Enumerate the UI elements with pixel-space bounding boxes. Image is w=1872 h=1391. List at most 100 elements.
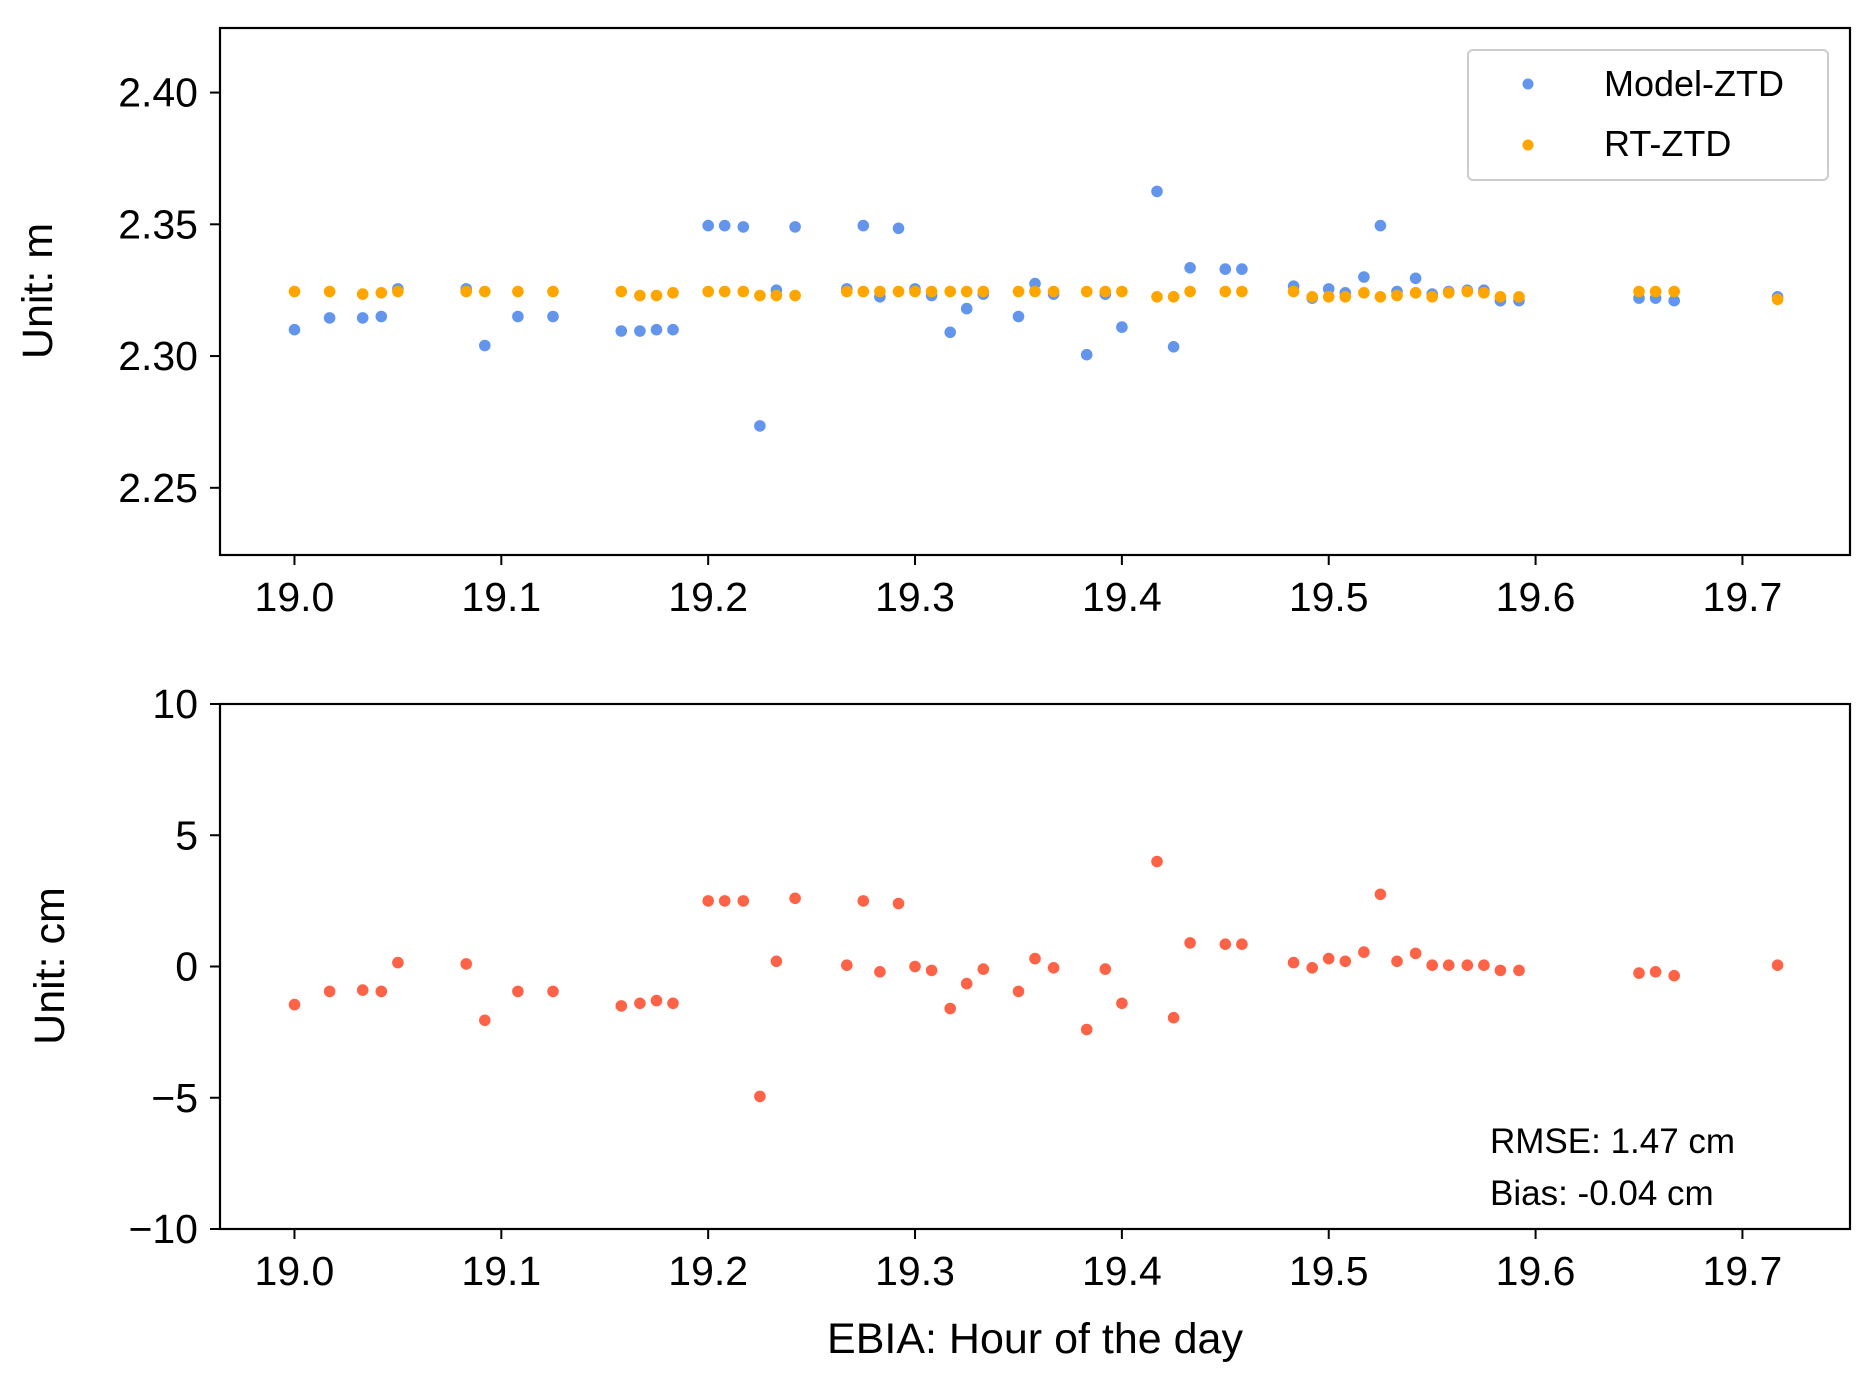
difference-point — [650, 994, 663, 1007]
rt-ztd-point — [925, 285, 938, 298]
rt-ztd-point — [1287, 285, 1300, 298]
rt-ztd-point — [1167, 291, 1180, 303]
model-ztd-point — [1409, 272, 1422, 285]
rmse-annotation: RMSE: 1.47 cm — [1490, 1122, 1735, 1161]
x-tick-label: 19.4 — [1082, 1248, 1162, 1294]
difference-point — [356, 984, 369, 996]
rt-ztd-point — [874, 285, 886, 298]
model-ztd-point — [375, 310, 388, 323]
rt-ztd-point — [1236, 285, 1248, 298]
x-tick-label: 19.5 — [1289, 1248, 1369, 1294]
legend: Model-ZTD RT-ZTD — [1467, 49, 1829, 181]
x-tick-label: 19.5 — [1289, 574, 1369, 620]
rt-ztd-point — [1374, 291, 1387, 303]
rt-ztd-point — [547, 285, 559, 298]
bottom-x-ticks: 19.0 19.1 19.2 19.3 19.4 19.5 19.6 19.7 — [255, 1229, 1782, 1294]
legend-label-model-ztd: Model-ZTD — [1604, 63, 1784, 104]
rt-ztd-point — [1478, 287, 1490, 299]
rt-ztd-point — [841, 285, 853, 298]
difference-point — [1339, 955, 1352, 968]
x-tick-label: 19.7 — [1703, 574, 1783, 620]
model-ztd-point — [1236, 263, 1248, 275]
model-ztd-point — [1358, 271, 1370, 283]
model-ztd-point — [650, 323, 663, 336]
rt-ztd-point — [737, 285, 750, 298]
model-ztd-point — [1668, 294, 1680, 307]
difference-point — [770, 955, 783, 968]
rt-ztd-point — [1633, 285, 1645, 298]
model-ztd-point — [702, 219, 714, 232]
legend-marker-rt-ztd — [1522, 139, 1534, 151]
model-ztd-point — [1116, 321, 1128, 333]
rt-ztd-point — [1426, 291, 1438, 303]
x-tick-label: 19.3 — [875, 574, 955, 620]
x-tick-label: 19.1 — [461, 1248, 541, 1294]
difference-point — [1374, 888, 1387, 901]
rt-ztd-point — [375, 287, 388, 299]
difference-point — [1494, 964, 1507, 977]
rt-ztd-point — [770, 289, 783, 302]
bottom-plot-frame — [218, 702, 1852, 1231]
rt-ztd-point — [1391, 289, 1403, 302]
x-axis-label: EBIA: Hour of the day — [827, 1315, 1243, 1363]
y-tick-label: 2.25 — [118, 465, 198, 511]
difference-point — [615, 1000, 628, 1012]
model-ztd-point — [547, 310, 559, 323]
rt-ztd-point — [1012, 285, 1025, 298]
difference-point — [1012, 985, 1025, 998]
model-ztd-point — [667, 323, 679, 336]
rt-ztd-point — [1494, 291, 1507, 303]
rt-ztd-point — [789, 289, 801, 302]
difference-point — [1391, 955, 1403, 968]
difference-point — [1184, 937, 1196, 949]
difference-point — [1236, 938, 1248, 950]
difference-point — [1409, 947, 1422, 960]
difference-point — [634, 997, 646, 1010]
model-ztd-point — [1012, 310, 1025, 323]
difference-point — [1047, 962, 1060, 974]
rt-ztd-point — [1339, 291, 1352, 303]
x-tick-label: 19.2 — [668, 574, 748, 620]
model-ztd-point — [892, 222, 905, 235]
rt-ztd-point — [857, 285, 870, 298]
legend-marker-model-ztd — [1522, 78, 1534, 90]
difference-point — [1633, 967, 1645, 979]
difference-point — [1167, 1011, 1180, 1024]
rt-ztd-point — [1358, 287, 1370, 299]
model-ztd-point — [789, 221, 801, 233]
rt-ztd-point — [960, 285, 973, 298]
rt-ztd-point — [1461, 285, 1474, 298]
difference-point — [375, 985, 388, 998]
model-ztd-point — [718, 219, 731, 232]
difference-point — [718, 895, 731, 907]
rt-ztd-point — [909, 285, 921, 298]
difference-point — [1151, 855, 1163, 868]
model-ztd-point — [1374, 219, 1387, 232]
x-tick-label: 19.3 — [875, 1248, 955, 1294]
difference-point — [547, 985, 559, 998]
difference-point — [1668, 969, 1680, 982]
model-ztd-point — [857, 219, 870, 232]
difference-point — [702, 895, 714, 907]
rt-ztd-point — [667, 287, 679, 299]
difference-point — [460, 958, 473, 970]
bottom-y-axis-label: Unit: cm — [26, 887, 74, 1045]
legend-label-rt-ztd: RT-ZTD — [1604, 123, 1731, 164]
difference-point — [1029, 952, 1041, 965]
model-ztd-point — [634, 325, 646, 337]
model-ztd-point — [1184, 262, 1196, 274]
rt-ztd-point — [977, 285, 990, 298]
x-tick-label: 19.4 — [1082, 574, 1162, 620]
difference-point — [1116, 997, 1128, 1010]
top-x-ticks: 19.0 19.1 19.2 19.3 19.4 19.5 19.6 19.7 — [255, 555, 1783, 620]
x-tick-label: 19.0 — [255, 574, 335, 620]
model-ztd-point — [1151, 185, 1163, 198]
rt-ztd-point — [718, 285, 731, 298]
difference-point — [512, 985, 524, 998]
rt-ztd-point — [460, 285, 473, 298]
rt-ztd-point — [892, 285, 905, 298]
difference-point — [1099, 963, 1112, 975]
rt-ztd-point — [512, 285, 524, 298]
top-panel: 2.252.302.352.40 19.0 19.1 19.2 19.3 19.4 19.… — [14, 26, 1852, 620]
